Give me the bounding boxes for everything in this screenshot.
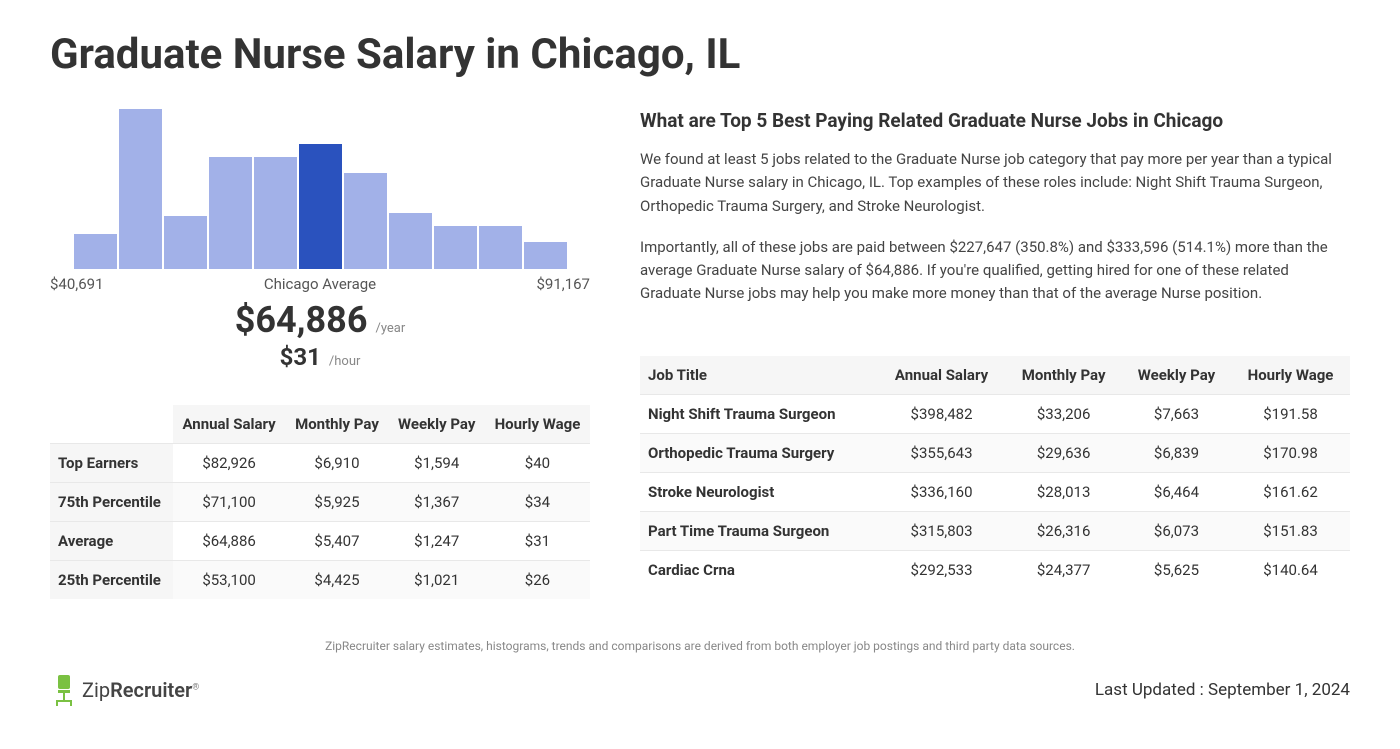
table-header: Job Title [640,356,878,395]
related-jobs-heading: What are Top 5 Best Paying Related Gradu… [640,109,1350,132]
table-cell: Average [50,522,173,561]
histogram-center-label: Chicago Average [104,275,537,293]
table-cell: $28,013 [1005,472,1122,511]
percentile-table: Annual SalaryMonthly PayWeekly PayHourly… [50,405,590,599]
hourly-salary-suffix: /hour [329,354,361,369]
table-cell: 25th Percentile [50,561,173,600]
annual-salary-suffix: /year [375,321,405,336]
table-cell: $33,206 [1005,394,1122,433]
table-cell: $1,247 [388,522,484,561]
table-header: Hourly Wage [1231,356,1350,395]
table-row: Part Time Trauma Surgeon$315,803$26,316$… [640,511,1350,550]
table-row: Orthopedic Trauma Surgery$355,643$29,636… [640,433,1350,472]
table-header: Annual Salary [173,405,286,444]
table-cell: $6,910 [285,444,388,483]
histogram-min-label: $40,691 [50,275,104,293]
histogram-bar [389,213,432,269]
table-cell: $34 [485,483,590,522]
table-cell: $140.64 [1231,550,1350,589]
table-header: Weekly Pay [1122,356,1231,395]
table-cell: Cardiac Crna [640,550,878,589]
related-jobs-table: Job TitleAnnual SalaryMonthly PayWeekly … [640,356,1350,589]
table-cell: $336,160 [878,472,1006,511]
table-cell: $6,839 [1122,433,1231,472]
histogram-bar [164,216,207,269]
histogram-bar [344,173,387,269]
last-updated: Last Updated : September 1, 2024 [1095,680,1350,700]
hourly-salary-value: $31 [280,343,321,371]
histogram-bar [209,157,252,269]
table-cell: $24,377 [1005,550,1122,589]
table-cell: $4,425 [285,561,388,600]
table-cell: $315,803 [878,511,1006,550]
table-row: Night Shift Trauma Surgeon$398,482$33,20… [640,394,1350,433]
histogram-bar [479,226,522,269]
table-cell: $151.83 [1231,511,1350,550]
table-cell: $191.58 [1231,394,1350,433]
table-row: 25th Percentile$53,100$4,425$1,021$26 [50,561,590,600]
table-row: Top Earners$82,926$6,910$1,594$40 [50,444,590,483]
table-row: Average$64,886$5,407$1,247$31 [50,522,590,561]
table-header: Annual Salary [878,356,1006,395]
histogram-bar [254,157,297,269]
table-cell: $64,886 [173,522,286,561]
table-header: Weekly Pay [388,405,484,444]
chair-icon [50,673,78,707]
histogram-max-label: $91,167 [536,275,590,293]
histogram-bar [524,242,567,269]
table-cell: Top Earners [50,444,173,483]
table-cell: $31 [485,522,590,561]
table-cell: $292,533 [878,550,1006,589]
table-cell: $1,021 [388,561,484,600]
table-cell: $161.62 [1231,472,1350,511]
table-header: Monthly Pay [285,405,388,444]
table-cell: $1,367 [388,483,484,522]
page-title: Graduate Nurse Salary in Chicago, IL [50,30,1350,79]
ziprecruiter-logo: ZipRecruiter® [50,673,199,707]
histogram-bar [74,234,117,269]
table-cell: $6,073 [1122,511,1231,550]
disclaimer-text: ZipRecruiter salary estimates, histogram… [50,639,1350,653]
histogram-bar [434,226,477,269]
table-cell: $6,464 [1122,472,1231,511]
related-jobs-para-2: Importantly, all of these jobs are paid … [640,236,1350,306]
histogram-bar [299,144,342,269]
table-cell: $29,636 [1005,433,1122,472]
table-cell: $82,926 [173,444,286,483]
table-cell: $7,663 [1122,394,1231,433]
table-row: 75th Percentile$71,100$5,925$1,367$34 [50,483,590,522]
annual-salary-value: $64,886 [235,299,368,341]
table-cell: $355,643 [878,433,1006,472]
table-cell: $53,100 [173,561,286,600]
table-cell: Stroke Neurologist [640,472,878,511]
table-cell: $1,594 [388,444,484,483]
histogram-bar [119,109,162,269]
table-header: Hourly Wage [485,405,590,444]
table-row: Cardiac Crna$292,533$24,377$5,625$140.64 [640,550,1350,589]
table-header: Monthly Pay [1005,356,1122,395]
table-cell: $40 [485,444,590,483]
table-cell: 75th Percentile [50,483,173,522]
table-cell: $5,407 [285,522,388,561]
table-cell: $71,100 [173,483,286,522]
logo-text: ZipRecruiter® [82,678,199,702]
table-cell: $398,482 [878,394,1006,433]
table-cell: $26,316 [1005,511,1122,550]
table-cell: Night Shift Trauma Surgeon [640,394,878,433]
table-cell: $5,925 [285,483,388,522]
related-jobs-para-1: We found at least 5 jobs related to the … [640,148,1350,218]
table-row: Stroke Neurologist$336,160$28,013$6,464$… [640,472,1350,511]
table-cell: $5,625 [1122,550,1231,589]
table-cell: $170.98 [1231,433,1350,472]
salary-histogram: $40,691 Chicago Average $91,167 $64,886 … [50,109,590,371]
table-cell: $26 [485,561,590,600]
table-header [50,405,173,444]
table-cell: Part Time Trauma Surgeon [640,511,878,550]
table-cell: Orthopedic Trauma Surgery [640,433,878,472]
